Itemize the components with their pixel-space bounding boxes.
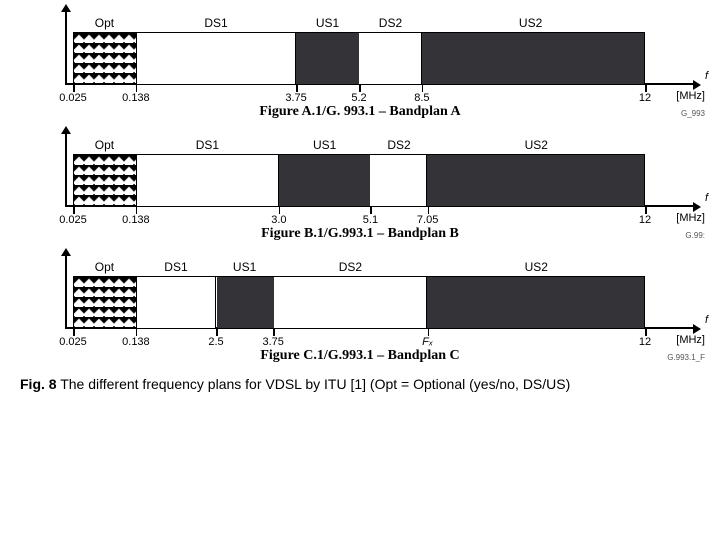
tick (645, 85, 647, 92)
tick (73, 85, 75, 92)
tick (136, 85, 138, 92)
bar-container (73, 276, 645, 329)
tick (216, 329, 218, 336)
segment-opt (74, 155, 137, 206)
tick (370, 207, 372, 214)
segment-opt (74, 33, 137, 84)
tick-label: 3.75 (285, 92, 306, 104)
tick-label: 7.05 (417, 214, 438, 226)
segment-label: DS1 (164, 260, 187, 274)
segment-label: Opt (95, 138, 114, 152)
tick (136, 207, 138, 214)
y-axis-arrow (61, 248, 71, 256)
bandplan: f[MHz] G.99: Opt DS1 US1 DS2 US2 0.025 0.138 3.0 5… (10, 132, 710, 242)
tick-label: Fₓ (422, 336, 433, 348)
axis-label-mhz: [MHz] (676, 90, 705, 102)
segment-label: Opt (95, 260, 114, 274)
segment-us1 (217, 277, 274, 328)
tick (645, 207, 647, 214)
tick-label: 3.75 (262, 336, 283, 348)
tick (428, 329, 430, 336)
tick (273, 329, 275, 336)
axis-label-f: f (705, 314, 708, 326)
segment-ds2 (370, 155, 427, 206)
tick (296, 85, 298, 92)
segment-label: US2 (519, 16, 542, 30)
segment-us2 (427, 277, 644, 328)
bandplan: f[MHz] G_993 Opt DS1 US1 DS2 US2 0.025 0.138 3.75… (10, 10, 710, 120)
segment-label: US2 (525, 260, 548, 274)
figure-caption: Fig. 8 The different frequency plans for… (10, 376, 710, 392)
tick-label: 0.138 (122, 214, 150, 226)
segment-label: Opt (95, 16, 114, 30)
tick-label: 0.025 (59, 214, 87, 226)
tick-label: 5.1 (363, 214, 378, 226)
segment-us2 (427, 155, 644, 206)
tick (279, 207, 281, 214)
segment-label: US1 (316, 16, 339, 30)
axis-label-f: f (705, 192, 708, 204)
reference-note: G.99: (685, 231, 705, 240)
x-axis-arrow (693, 202, 701, 212)
chart-area: f[MHz]G_993OptDS1US1DS2US20.0250.1383.75… (65, 10, 650, 100)
tick-label: 2.5 (208, 336, 223, 348)
axis-label-f: f (705, 70, 708, 82)
chart-area: f[MHz]G.99:OptDS1US1DS2US20.0250.1383.05… (65, 132, 650, 222)
tick-label: 0.138 (122, 92, 150, 104)
subfigure-title: Figure C.1/G.993.1 – Bandplan C (10, 348, 710, 364)
y-axis (65, 254, 67, 329)
y-axis (65, 132, 67, 207)
subfigure-title: Figure B.1/G.993.1 – Bandplan B (10, 226, 710, 242)
segment-ds2 (359, 33, 422, 84)
bar-container (73, 154, 645, 207)
segment-label: DS2 (339, 260, 362, 274)
tick (359, 85, 361, 92)
tick (136, 329, 138, 336)
segment-ds1 (137, 155, 280, 206)
tick-label: 3.0 (271, 214, 286, 226)
y-axis-arrow (61, 4, 71, 12)
segment-us2 (422, 33, 644, 84)
segment-ds2 (274, 277, 428, 328)
x-axis-arrow (693, 324, 701, 334)
tick (73, 329, 75, 336)
segment-label: US1 (233, 260, 256, 274)
reference-note: G_993 (681, 109, 705, 118)
tick (73, 207, 75, 214)
subfigure-title: Figure A.1/G. 993.1 – Bandplan A (10, 104, 710, 120)
segment-us1 (279, 155, 370, 206)
segment-ds1 (137, 33, 297, 84)
caption-number: Fig. 8 (20, 376, 57, 392)
segment-label: DS1 (204, 16, 227, 30)
axis-label-mhz: [MHz] (676, 334, 705, 346)
segment-label: DS1 (196, 138, 219, 152)
axis-label-mhz: [MHz] (676, 212, 705, 224)
chart-area: f[MHz]G.993.1_FOptDS1US1DS2US20.0250.138… (65, 254, 650, 344)
tick (645, 329, 647, 336)
bandplan: f[MHz] G.993.1_F Opt DS1 US1 DS2 US2 0.025 0.138… (10, 254, 710, 364)
tick (422, 85, 424, 92)
segment-label: DS2 (379, 16, 402, 30)
y-axis (65, 10, 67, 85)
bar-container (73, 32, 645, 85)
tick-label: 12 (639, 214, 651, 226)
tick-label: 12 (639, 92, 651, 104)
tick-label: 8.5 (414, 92, 429, 104)
tick-label: 0.138 (122, 336, 150, 348)
caption-text: The different frequency plans for VDSL b… (57, 376, 571, 392)
x-axis-arrow (693, 80, 701, 90)
segment-ds1 (137, 277, 217, 328)
reference-note: G.993.1_F (667, 353, 705, 362)
tick-label: 5.2 (351, 92, 366, 104)
tick (428, 207, 430, 214)
segment-us1 (296, 33, 359, 84)
segment-label: US2 (525, 138, 548, 152)
tick-label: 12 (639, 336, 651, 348)
segment-opt (74, 277, 137, 328)
segment-label: US1 (313, 138, 336, 152)
tick-label: 0.025 (59, 336, 87, 348)
segment-label: DS2 (387, 138, 410, 152)
tick-label: 0.025 (59, 92, 87, 104)
y-axis-arrow (61, 126, 71, 134)
